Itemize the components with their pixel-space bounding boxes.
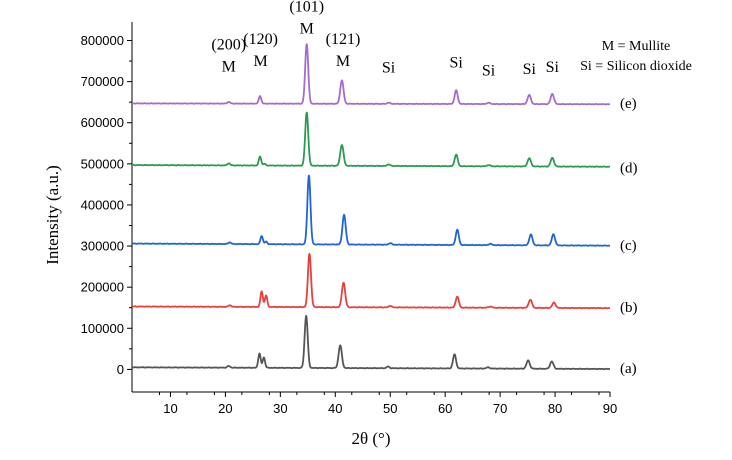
legend-mullite: M = Mullite: [602, 39, 671, 54]
x-tick-label: 10: [163, 401, 177, 416]
series-line-e: [131, 43, 611, 106]
peak-annotation: Si: [449, 55, 463, 72]
peak-annotation: Si: [523, 61, 537, 78]
peak-annotation: Si: [482, 62, 496, 79]
peak-annotation: M: [336, 53, 350, 70]
series-label: (e): [620, 96, 637, 112]
peak-annotation: Si: [382, 60, 396, 77]
x-tick-label: 50: [383, 401, 397, 416]
peak-annotation: (200): [211, 36, 246, 53]
series-label: (a): [620, 361, 637, 377]
x-tick-label: 60: [438, 401, 452, 416]
y-tick-label: 700000: [81, 74, 124, 89]
series-line-d: [131, 111, 611, 168]
y-tick-label: 300000: [81, 239, 124, 254]
peak-annotation: (120): [243, 31, 278, 48]
x-tick-label: 30: [273, 401, 287, 416]
y-axis-title: Intensity (a.u.): [43, 165, 62, 265]
x-tick-label: 90: [603, 401, 617, 416]
peak-annotation: M: [253, 53, 267, 70]
y-tick-label: 100000: [81, 321, 124, 336]
peak-annotation: (101): [289, 0, 324, 16]
peak-annotation: Si: [546, 59, 560, 76]
peak-annotation: M: [300, 21, 314, 38]
x-tick-label: 80: [548, 401, 562, 416]
series-line-a: [131, 314, 611, 371]
x-axis-title: 2θ (°): [351, 429, 390, 448]
x-tick-label: 20: [218, 401, 232, 416]
series-line-c: [131, 174, 611, 247]
peak-annotation: M: [222, 58, 236, 75]
y-tick-label: 400000: [81, 197, 124, 212]
y-tick-label: 500000: [81, 156, 124, 171]
peak-annotation: (121): [326, 31, 361, 48]
series-label: (d): [620, 161, 638, 177]
series-label: (b): [620, 300, 638, 316]
y-tick-label: 0: [117, 362, 124, 377]
x-tick-label: 40: [328, 401, 342, 416]
y-tick-label: 200000: [81, 280, 124, 295]
series-label: (c): [620, 238, 637, 254]
y-tick-label: 800000: [81, 33, 124, 48]
series-line-b: [131, 252, 611, 310]
y-tick-label: 600000: [81, 115, 124, 130]
legend-silicon-dioxide: Si = Silicon dioxide: [580, 59, 692, 74]
x-tick-label: 70: [493, 401, 507, 416]
